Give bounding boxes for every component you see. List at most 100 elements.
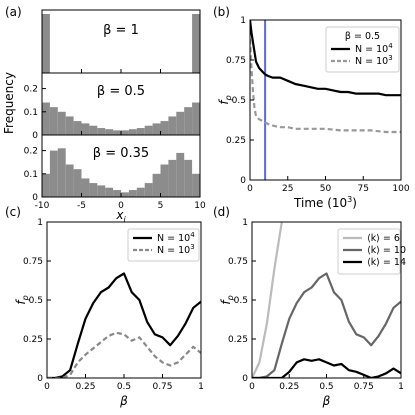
y-tick-label: 0: [37, 374, 43, 384]
x-tick-label: 100: [392, 184, 409, 194]
panel-label: (d): [213, 205, 230, 219]
x-tick-label: 0.5: [117, 382, 131, 392]
series-line: [47, 272, 201, 378]
legend-entry: ⟨k⟩ = 14: [367, 257, 406, 268]
y-tick-label: 0.1: [24, 170, 38, 180]
x-tick-label: 0.5: [319, 382, 333, 392]
x-tick-label: 1: [398, 382, 404, 392]
panel-label: (a): [5, 5, 22, 19]
histogram-bar: [105, 129, 114, 135]
histogram-bar: [113, 130, 121, 135]
histogram-bar: [152, 123, 161, 135]
x-tick-label: 0: [249, 382, 255, 392]
legend-entry: N = 103: [355, 54, 393, 67]
histogram-bar: [144, 183, 153, 197]
histogram-bar: [89, 125, 98, 135]
x-tick-label: 0: [118, 201, 124, 211]
histogram-bar: [144, 125, 153, 135]
series-line: [250, 20, 401, 97]
histogram-bar: [42, 102, 50, 135]
series-line: [250, 39, 401, 134]
histogram-bar: [57, 148, 66, 197]
y-tick-label: 0.25: [23, 335, 43, 345]
y-tick-label: 0.25: [228, 335, 248, 345]
histogram-bar: [42, 14, 50, 73]
panel-label: (c): [5, 205, 21, 219]
histogram-bar: [81, 178, 90, 197]
histogram-bar: [89, 183, 98, 197]
histogram-bar: [113, 190, 121, 197]
histogram-bar: [65, 116, 74, 135]
panel-label: (b): [213, 5, 230, 19]
y-axis-label: fp: [217, 95, 233, 104]
histogram-bar: [184, 107, 193, 135]
series-line: [252, 222, 283, 378]
histogram-bar: [160, 164, 169, 197]
histogram-bar: [192, 102, 200, 135]
x-tick-label: 10: [194, 201, 206, 211]
x-axis-label: xi: [115, 208, 126, 224]
x-tick-label: 0.25: [75, 382, 95, 392]
subplot-frame: [41, 9, 201, 74]
histogram-bar: [128, 190, 137, 197]
y-tick-label: 0.5: [29, 296, 43, 306]
y-tick-label: 0.2: [24, 147, 38, 157]
y-tick-label: 1: [240, 16, 246, 26]
y-tick-label: 0: [32, 193, 38, 203]
histogram-bar: [121, 130, 129, 135]
histogram-bar: [136, 128, 145, 135]
histogram-bar: [128, 129, 137, 135]
series-line: [252, 272, 401, 378]
x-tick-label: 0.75: [354, 382, 374, 392]
x-tick-label: 0: [44, 382, 50, 392]
series-line: [47, 331, 201, 378]
x-tick-label: 0.25: [279, 382, 299, 392]
histogram-bar: [49, 107, 58, 135]
histogram-bar: [152, 173, 161, 197]
y-tick-label: 0.75: [228, 257, 248, 267]
x-tick-label: 0: [247, 184, 253, 194]
y-tick-label: 0.75: [226, 56, 246, 66]
legend-entry: ⟨k⟩ = 10: [367, 245, 406, 256]
legend-entry: N = 103: [157, 243, 195, 256]
histogram-bar: [160, 121, 169, 135]
y-tick-label: 0: [242, 374, 248, 384]
y-tick-label: 0.5: [232, 96, 246, 106]
y-tick-label: 0: [240, 176, 246, 186]
y-axis-label: fp: [14, 295, 30, 304]
histogram-bar: [192, 173, 200, 197]
histogram-bar: [121, 192, 129, 197]
histogram-bar: [97, 128, 106, 135]
histogram-bar: [97, 185, 106, 197]
histogram-bar: [73, 169, 82, 197]
x-tick-label: 75: [358, 184, 369, 194]
histogram-bar: [105, 187, 114, 197]
x-tick-label: 5: [158, 201, 164, 211]
histogram-bar: [192, 14, 200, 73]
y-axis-label: fp: [219, 295, 235, 304]
y-tick-label: 0.25: [226, 136, 246, 146]
legend-entry: ⟨k⟩ = 6: [367, 233, 400, 244]
histogram-bar: [42, 173, 50, 197]
histogram-bar: [168, 116, 177, 135]
histogram-bar: [184, 159, 193, 197]
beta-annotation: β = 0.5: [97, 84, 145, 99]
x-tick-label: -5: [77, 201, 86, 211]
y-tick-label: 1: [37, 218, 43, 228]
y-axis-label: Frequency: [2, 72, 16, 134]
beta-annotation: β = 0.35: [93, 146, 149, 161]
x-axis-label: β: [322, 394, 331, 408]
histogram-bar: [81, 123, 90, 135]
x-tick-label: 50: [320, 184, 332, 194]
legend-entry: N = 104: [157, 231, 195, 244]
x-tick-label: -10: [35, 201, 50, 211]
y-tick-label: 0.2: [24, 85, 38, 95]
histogram-bar: [57, 111, 66, 135]
x-tick-label: 25: [282, 184, 293, 194]
histogram-bar: [49, 150, 58, 197]
histogram-bar: [168, 159, 177, 197]
legend-entry: N = 104: [355, 42, 393, 55]
legend-title: β = 0.5: [345, 31, 380, 42]
x-axis-label: Time (103): [293, 195, 357, 210]
histogram-bar: [73, 121, 82, 135]
